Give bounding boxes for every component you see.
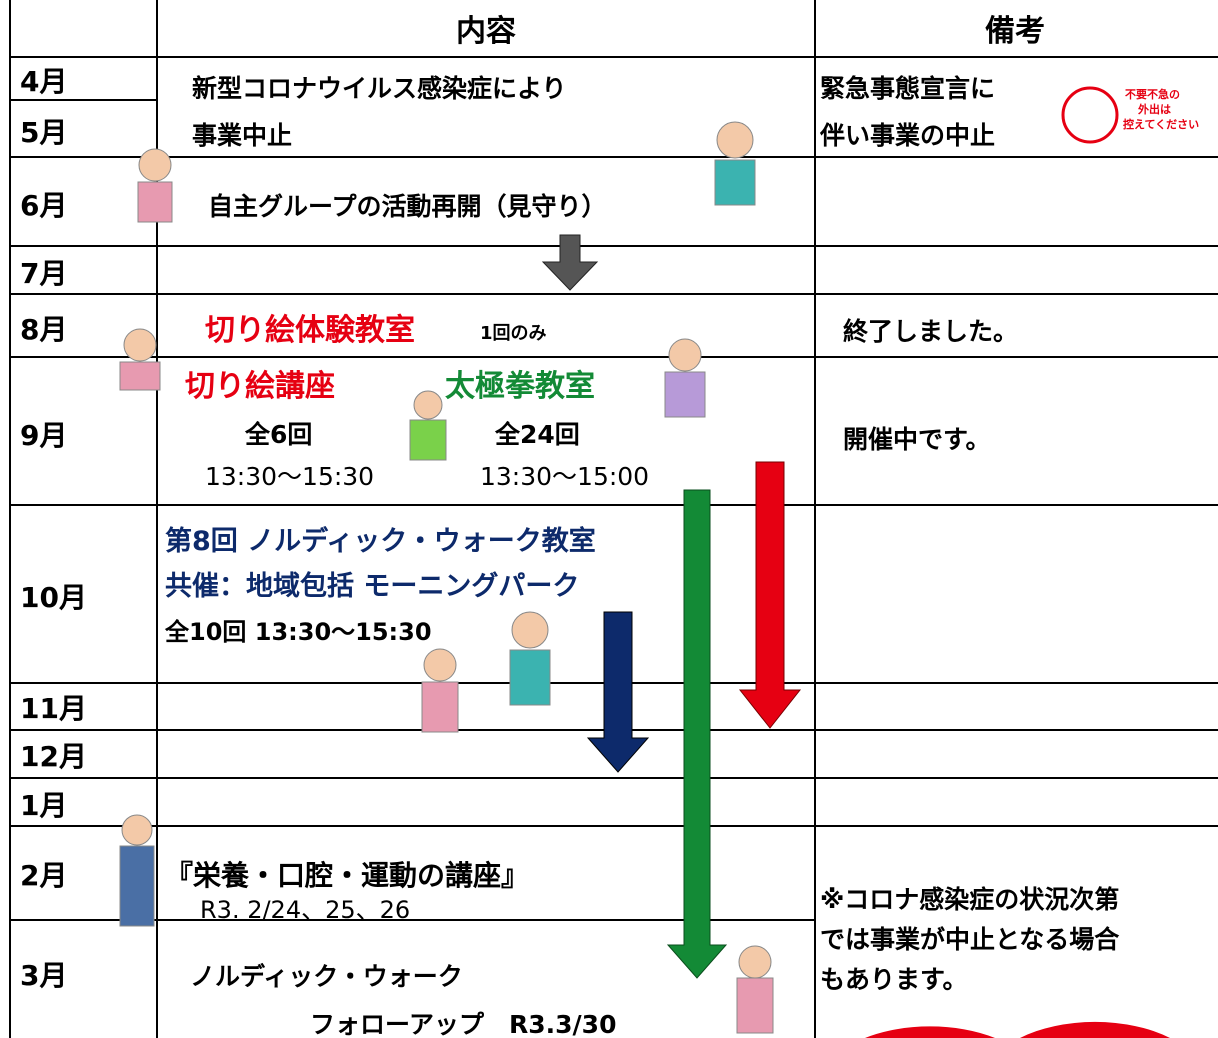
table-grid xyxy=(9,0,1218,1038)
content-text: 事業中止 xyxy=(192,121,292,150)
month: 6月 xyxy=(20,189,67,222)
month: 7月 xyxy=(20,257,67,290)
red-decoration xyxy=(865,1021,1170,1038)
content-text: 13:30～15:00 xyxy=(480,462,649,491)
navy-arrow xyxy=(586,611,650,773)
note-text: では事業が中止となる場合 xyxy=(820,925,1120,954)
content-text: 切り絵体験教室 xyxy=(205,313,415,348)
content-text: 『栄養・口腔・運動の講座』 xyxy=(165,859,529,892)
content-text: 新型コロナウイルス感染症により xyxy=(192,74,567,103)
content-text: 全24回 xyxy=(494,420,580,449)
sign-text: 外出は xyxy=(1137,102,1171,116)
month: 3月 xyxy=(20,959,67,992)
note-text: 緊急事態宣言に xyxy=(820,74,995,103)
content-text: 共催：地域包括 モーニングパーク xyxy=(165,570,579,602)
month: 2月 xyxy=(20,859,67,892)
note-text: 伴い事業の中止 xyxy=(819,121,995,150)
content-text: 第8回 ノルディック・ウォーク教室 xyxy=(165,525,596,557)
content-text: 太極拳教室 xyxy=(445,369,595,404)
month: 12月 xyxy=(20,740,87,773)
month: 1月 xyxy=(20,789,67,822)
month: 9月 xyxy=(20,419,67,452)
green-arrow xyxy=(666,489,728,979)
content-text: フォローアップ R3.3/30 xyxy=(310,1010,616,1038)
month: 10月 xyxy=(20,581,87,614)
month: 5月 xyxy=(20,116,67,149)
content-text: R3. 2/24、25、26 xyxy=(200,896,410,924)
header-notes: 備考 xyxy=(985,14,1045,49)
sign-text: 不要不急の xyxy=(1125,87,1180,101)
sign-text: 控えてください xyxy=(1123,117,1199,131)
note-text: もあります。 xyxy=(820,965,968,994)
note-text: 開催中です。 xyxy=(843,425,991,454)
content-text: 全10回 13:30～15:30 xyxy=(164,618,432,646)
content-text: 自主グループの活動再開（見守り） xyxy=(208,192,607,221)
content-text: 全6回 xyxy=(244,420,312,449)
month: 11月 xyxy=(20,692,87,725)
gray-arrow xyxy=(541,234,599,291)
header-content: 内容 xyxy=(456,14,516,49)
illustrations xyxy=(119,86,1119,1034)
month: 8月 xyxy=(20,313,67,346)
content-text: ノルディック・ウォーク xyxy=(190,962,463,991)
content-text: 13:30～15:30 xyxy=(205,462,374,491)
note-text: 終了しました。 xyxy=(843,317,1018,346)
note-text: ※コロナ感染症の状況次第 xyxy=(820,885,1119,914)
content-text: 1回のみ xyxy=(480,323,547,344)
red-arrow xyxy=(738,461,802,729)
month: 4月 xyxy=(20,65,67,98)
content-text: 切り絵講座 xyxy=(185,369,335,404)
